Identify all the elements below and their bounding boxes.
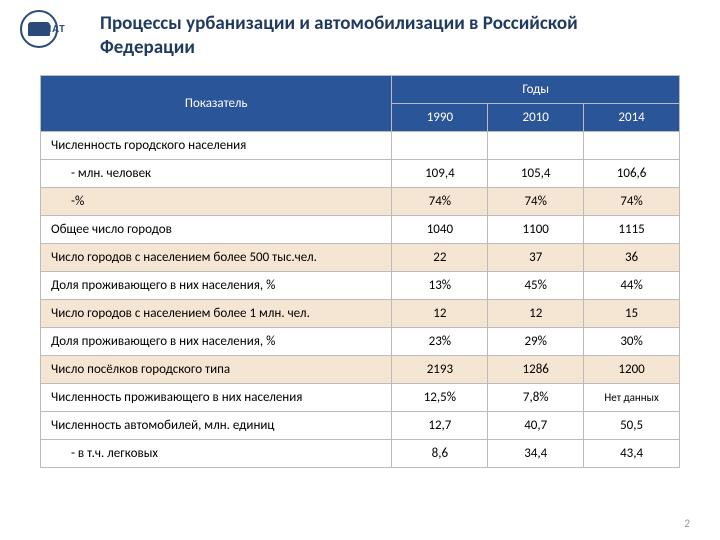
cell: 37 (488, 244, 584, 272)
cell: 1115 (584, 216, 680, 244)
year-col-0: 1990 (392, 104, 488, 132)
cell: 15 (584, 300, 680, 328)
logo-text: НИИАТ (28, 22, 66, 35)
row-label: - млн. человек (41, 160, 392, 188)
table-row: - в т.ч. легковых8,634,443,4 (41, 440, 680, 468)
cell: 74% (488, 188, 584, 216)
cell: 50,5 (584, 412, 680, 440)
cell: 2193 (392, 356, 488, 384)
cell: 1200 (584, 356, 680, 384)
table-row: Численность городского населения (41, 132, 680, 160)
cell: 1100 (488, 216, 584, 244)
cell: 8,6 (392, 440, 488, 468)
header-indicator: Показатель (41, 76, 392, 132)
cell: 74% (392, 188, 488, 216)
cell: 74% (584, 188, 680, 216)
row-label: Доля проживающего в них населения, % (41, 328, 392, 356)
table-row: Численность проживающего в них населения… (41, 384, 680, 412)
cell: 12 (488, 300, 584, 328)
data-table-container: Показатель Годы 1990 2010 2014 Численнос… (40, 75, 680, 468)
cell: 29% (488, 328, 584, 356)
cell: 109,4 (392, 160, 488, 188)
header-years: Годы (392, 76, 680, 104)
year-col-2: 2014 (584, 104, 680, 132)
cell: Нет данных (584, 384, 680, 412)
cell: 7,8% (488, 384, 584, 412)
cell: 1040 (392, 216, 488, 244)
year-col-1: 2010 (488, 104, 584, 132)
cell (488, 132, 584, 160)
cell: 36 (584, 244, 680, 272)
cell: 30% (584, 328, 680, 356)
row-label: Численность проживающего в них населения (41, 384, 392, 412)
cell: 23% (392, 328, 488, 356)
table-row: Доля проживающего в них населения, %23%2… (41, 328, 680, 356)
table-row: Число городов с населением более 1 млн. … (41, 300, 680, 328)
cell: 44% (584, 272, 680, 300)
cell: 12 (392, 300, 488, 328)
row-label: Число городов с населением более 500 тыс… (41, 244, 392, 272)
page-title: Процессы урбанизации и автомобилизации в… (100, 12, 660, 60)
cell: 34,4 (488, 440, 584, 468)
row-label: Число посёлков городского типа (41, 356, 392, 384)
table-row: Численность автомобилей, млн. единиц12,7… (41, 412, 680, 440)
cell: 12,7 (392, 412, 488, 440)
cell (584, 132, 680, 160)
data-table: Показатель Годы 1990 2010 2014 Численнос… (40, 75, 680, 468)
page-number: 2 (684, 517, 690, 530)
row-label: Доля проживающего в них населения, % (41, 272, 392, 300)
row-label: Число городов с населением более 1 млн. … (41, 300, 392, 328)
cell: 40,7 (488, 412, 584, 440)
table-body: Численность городского населения- млн. ч… (41, 132, 680, 468)
row-label: Численность автомобилей, млн. единиц (41, 412, 392, 440)
row-label: - в т.ч. легковых (41, 440, 392, 468)
cell: 106,6 (584, 160, 680, 188)
cell: 105,4 (488, 160, 584, 188)
cell: 22 (392, 244, 488, 272)
table-row: Число городов с населением более 500 тыс… (41, 244, 680, 272)
table-row: - млн. человек109,4105,4106,6 (41, 160, 680, 188)
table-row: Общее число городов104011001115 (41, 216, 680, 244)
cell: 13% (392, 272, 488, 300)
table-row: -%74%74%74% (41, 188, 680, 216)
row-label: Общее число городов (41, 216, 392, 244)
cell (392, 132, 488, 160)
row-label: Численность городского населения (41, 132, 392, 160)
cell: 45% (488, 272, 584, 300)
logo: НИИАТ (20, 10, 85, 50)
table-row: Доля проживающего в них населения, %13%4… (41, 272, 680, 300)
cell: 43,4 (584, 440, 680, 468)
cell: 1286 (488, 356, 584, 384)
cell: 12,5% (392, 384, 488, 412)
table-row: Число посёлков городского типа2193128612… (41, 356, 680, 384)
row-label: -% (41, 188, 392, 216)
